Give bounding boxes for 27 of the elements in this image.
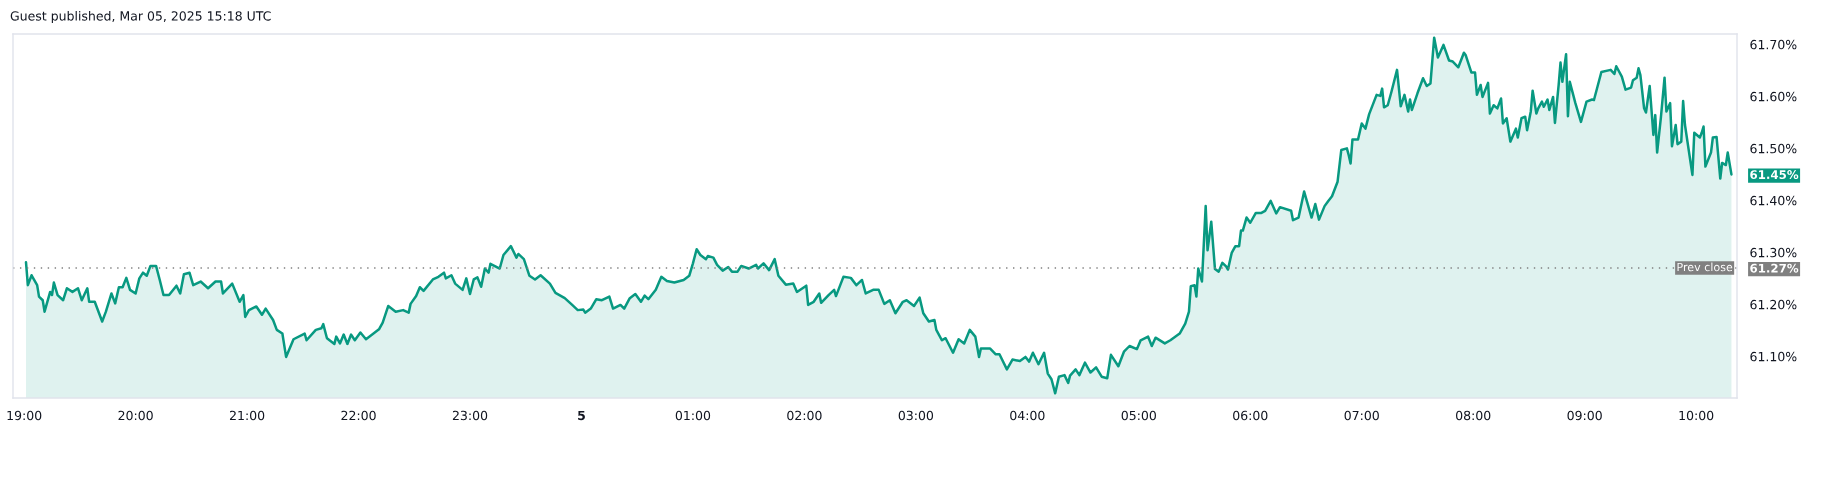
- y-tick-label: 61.20%: [1750, 299, 1797, 310]
- y-tick-label: 61.10%: [1750, 351, 1797, 362]
- x-tick-label: 06:00: [1233, 410, 1268, 421]
- x-tick-label: 22:00: [341, 410, 376, 421]
- ref-line-label: Prev close: [1677, 262, 1733, 272]
- y-tick-label: 61.40%: [1750, 195, 1797, 206]
- x-tick-label: 01:00: [675, 410, 711, 421]
- x-tick-label: 05:00: [1121, 410, 1156, 421]
- y-tick-label: 61.70%: [1750, 39, 1797, 50]
- x-tick-label: 10:00: [1679, 410, 1714, 421]
- x-tick-label: 09:00: [1567, 410, 1602, 421]
- x-tick-label: 20:00: [118, 410, 153, 421]
- x-tick-label: 08:00: [1456, 410, 1491, 421]
- y-tick-label: 61.45%: [1750, 170, 1799, 180]
- y-tick-label: 61.30%: [1750, 247, 1797, 258]
- chart-title: Guest published, Mar 05, 2025 15:18 UTC: [10, 10, 271, 24]
- x-tick-label: 02:00: [787, 410, 822, 421]
- x-tick-label: 03:00: [898, 410, 934, 421]
- x-tick-label: 23:00: [452, 410, 488, 421]
- x-tick-label: 19:00: [7, 410, 42, 421]
- y-tick-label: 61.50%: [1750, 143, 1797, 154]
- y-tick-label: 61.27%: [1750, 263, 1799, 273]
- y-tick-label: 61.60%: [1750, 91, 1797, 102]
- x-tick-label: 5: [578, 410, 585, 421]
- x-tick-label: 21:00: [229, 410, 265, 421]
- x-tick-label: 07:00: [1344, 410, 1379, 421]
- x-tick-label: 04:00: [1010, 410, 1045, 421]
